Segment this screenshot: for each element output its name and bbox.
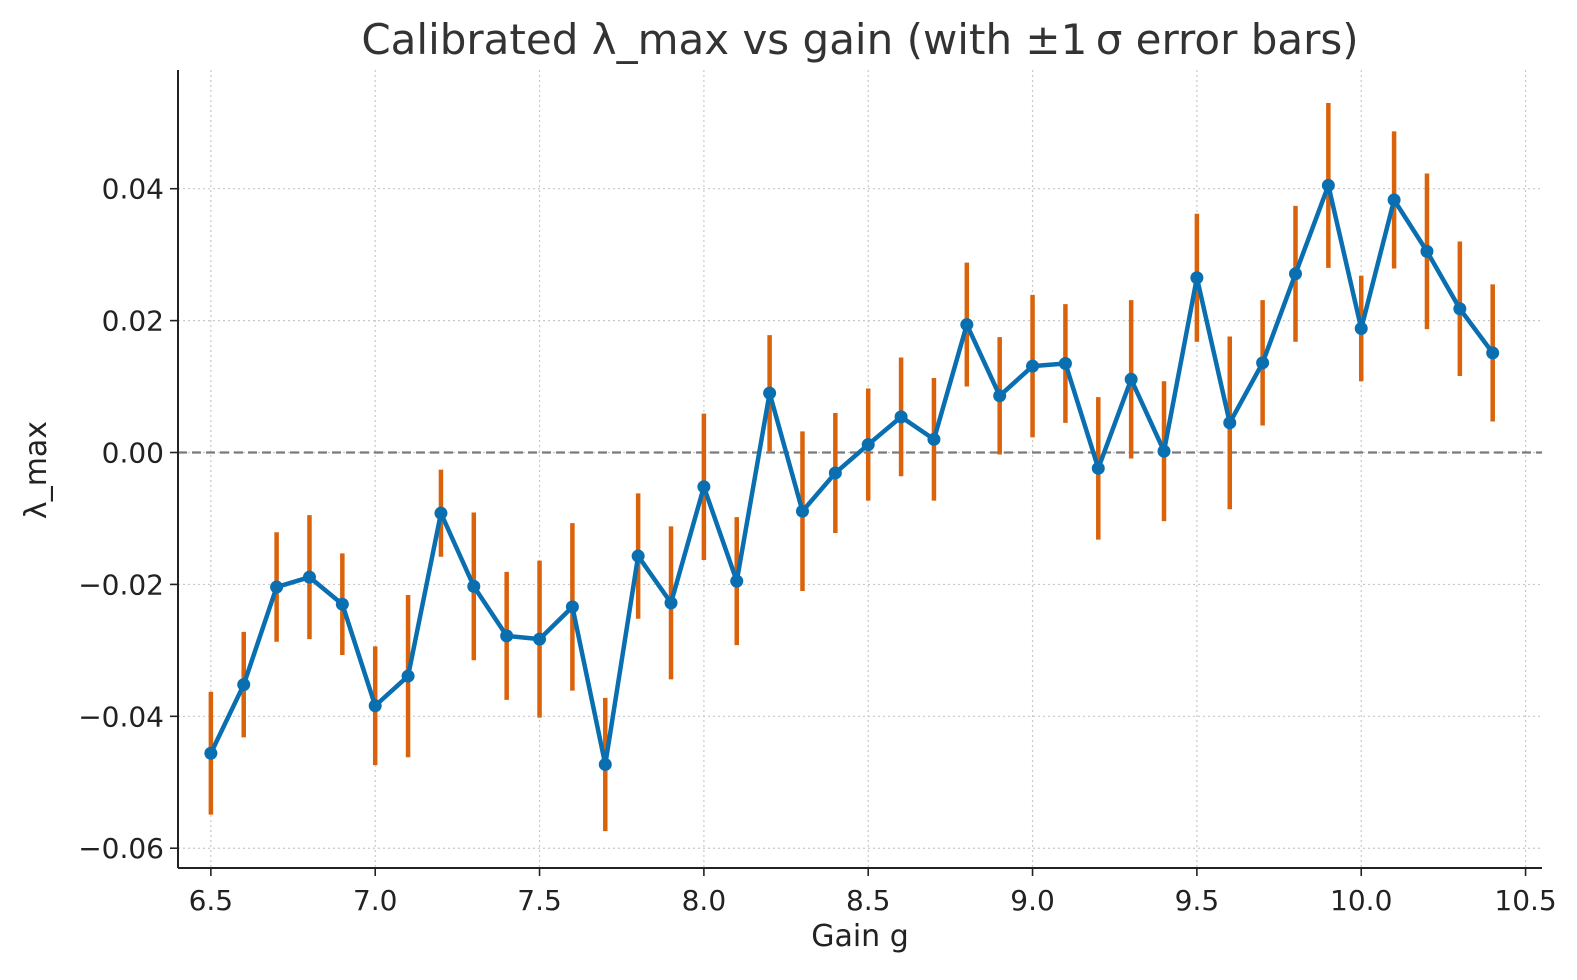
x-tick-label: 8.5 [846,884,891,917]
data-point [533,632,547,646]
data-point [894,410,908,424]
x-tick-label: 10.5 [1494,884,1556,917]
series-line-layer [208,183,1495,767]
data-point [434,506,448,520]
data-point [368,699,382,713]
data-point [763,386,777,400]
data-point [1026,359,1040,373]
data-point [1387,193,1401,207]
data-point [1157,444,1171,458]
data-point [631,549,645,563]
data-point [1486,346,1500,360]
data-point [960,318,974,332]
data-point [861,438,875,452]
error-bars [208,102,1495,832]
data-point [1223,416,1237,430]
data-point [467,579,481,593]
data-point [204,746,218,760]
chart-title: Calibrated λ_max vs gain (with ±1 σ erro… [361,15,1358,64]
y-tick-label: −0.06 [78,832,164,865]
x-ticks: 6.5 7.0 7.5 8.0 8.5 9.0 9.5 10.0 10.5 [189,868,1557,917]
data-point [270,580,284,594]
x-tick-label: 9.5 [1175,884,1220,917]
data-point [302,570,316,584]
series-line [208,183,1495,767]
y-tick-label: 0.02 [102,305,164,338]
data-point [565,600,579,614]
data-point [1453,302,1467,316]
data-point [795,504,809,518]
y-tick-label: −0.02 [78,568,164,601]
x-tick-label: 9.0 [1010,884,1055,917]
data-point [1288,267,1302,281]
data-point [1354,322,1368,336]
x-tick-label: 7.0 [353,884,398,917]
x-tick-label: 6.5 [189,884,234,917]
x-axis-label: Gain g [811,919,909,954]
data-point [1190,271,1204,285]
data-point [664,596,678,610]
data-point [1091,461,1105,475]
x-tick-label: 7.5 [517,884,562,917]
y-tick-label: 0.04 [102,173,164,206]
data-point [401,669,415,683]
y-ticks: −0.06 −0.04 −0.02 0.00 0.02 0.04 [78,173,178,865]
y-axis-label: λ_max [19,421,54,519]
data-point [828,466,842,480]
data-point [598,757,612,771]
y-tick-label: −0.04 [78,700,164,733]
data-point [335,597,349,611]
x-tick-label: 10.0 [1330,884,1392,917]
axes [177,70,1542,869]
data-point [237,678,251,692]
data-point [927,432,941,446]
x-tick-label: 8.0 [682,884,727,917]
y-tick-label: 0.00 [102,437,164,470]
data-point [1058,356,1072,370]
grid [178,70,1542,868]
data-point [730,574,744,588]
data-point [993,389,1007,403]
data-point [1420,244,1434,258]
data-point [500,629,514,643]
data-point [1321,178,1335,192]
data-point [1124,372,1138,386]
data-points [204,178,1500,771]
data-point [697,480,711,494]
data-point [1256,356,1270,370]
